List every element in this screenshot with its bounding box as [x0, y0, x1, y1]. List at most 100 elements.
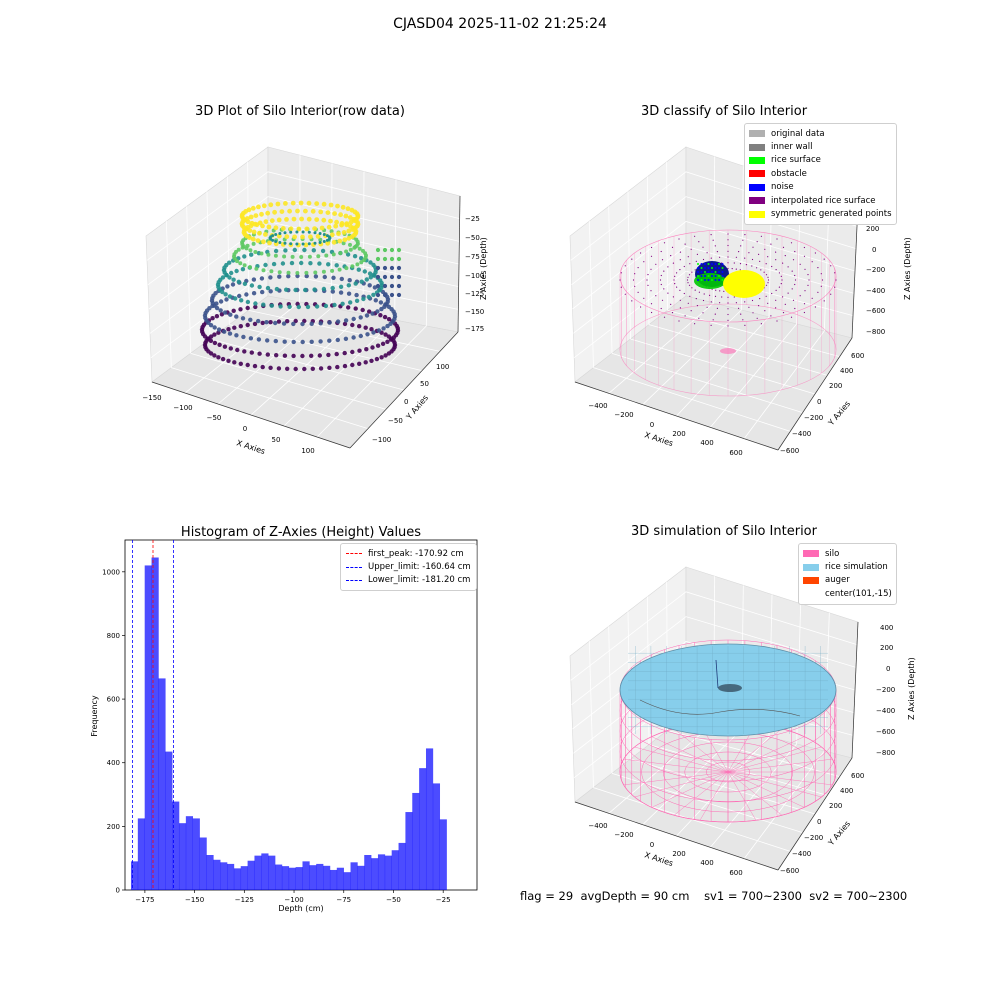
raw-point [300, 321, 305, 327]
interpolated-point [667, 292, 669, 294]
interpolated-point [782, 312, 785, 314]
raw-point [292, 247, 297, 253]
interpolated-point [767, 282, 769, 284]
interpolated-point [694, 235, 696, 237]
raw-point [318, 339, 323, 344]
raw-point [382, 247, 388, 253]
histogram-bar [247, 860, 255, 890]
interpolated-point [624, 265, 626, 267]
noise-point [718, 267, 720, 269]
raw-point [337, 267, 342, 272]
raw-point [250, 205, 256, 211]
interpolated-point [671, 246, 674, 248]
classify-xtick: −400 [588, 402, 607, 410]
raw-point [288, 226, 294, 232]
interpolated-point [727, 233, 729, 235]
histogram-bar [261, 853, 269, 890]
raw-point [304, 226, 310, 232]
noise-point [707, 271, 710, 273]
raw-point [327, 320, 332, 325]
classify-xtick: 400 [700, 439, 713, 447]
noise-point [711, 275, 713, 277]
raw-xtick: −100 [173, 404, 192, 412]
interpolated-point [694, 323, 696, 325]
raw-point [341, 230, 347, 235]
legend-label: rice surface [771, 155, 821, 166]
raw-point [331, 252, 336, 257]
raw-point [303, 242, 309, 248]
raw-point [350, 362, 355, 368]
raw-point [322, 240, 326, 243]
raw-point [283, 248, 288, 253]
legend-swatch [749, 183, 765, 191]
interpolated-point [767, 276, 769, 278]
noise-point [704, 275, 706, 277]
interpolated-point [803, 246, 806, 249]
raw-point [291, 339, 296, 345]
interpolated-point [794, 279, 797, 281]
grid-line [571, 616, 857, 705]
interpolated-point [663, 288, 665, 290]
raw-point [375, 247, 381, 253]
interpolated-point [647, 274, 649, 276]
raw-point [332, 302, 337, 308]
interpolated-point [659, 279, 662, 281]
interpolated-point [660, 283, 662, 286]
raw-point [227, 275, 232, 280]
legend-item: Lower_limit: -181.20 cm [346, 574, 471, 587]
rice-surface-cluster [694, 273, 726, 289]
raw-point [321, 269, 326, 274]
interpolated-point [651, 311, 653, 314]
histogram-xtick-label: −125 [235, 896, 254, 904]
raw-point [308, 234, 313, 240]
raw-point [385, 339, 390, 344]
raw-point [298, 200, 304, 206]
raw-point [295, 208, 300, 214]
raw-point [396, 274, 402, 280]
interpolated-point [714, 245, 716, 247]
interpolated-point [740, 245, 742, 247]
interpolated-point [770, 243, 772, 245]
interpolated-point [670, 303, 672, 305]
raw-point [261, 203, 267, 209]
raw-point [282, 339, 287, 344]
interpolated-point [711, 288, 713, 290]
raw-point [326, 262, 331, 267]
raw-point [334, 351, 339, 357]
raw-point [295, 273, 300, 279]
histogram-xtick-label: −175 [135, 896, 154, 904]
raw-point [295, 242, 299, 246]
noise-point [704, 267, 706, 269]
raw-point [252, 321, 258, 327]
simulation-ztick: 0 [886, 665, 890, 673]
raw-ztick: −100 [465, 272, 484, 280]
histogram-bar [192, 818, 200, 890]
simulation-xtick: 400 [700, 859, 713, 867]
raw-point [325, 240, 331, 246]
raw-point [368, 260, 373, 265]
interpolated-point [775, 251, 777, 253]
histogram-bar [288, 867, 296, 890]
raw-point [248, 265, 252, 270]
interpolated-point [775, 259, 777, 261]
raw-point [261, 239, 266, 245]
x-axis-line [151, 381, 351, 449]
noise-point [718, 279, 720, 281]
interpolated-point [674, 275, 676, 277]
raw-point [321, 217, 327, 223]
raw-point [260, 223, 265, 229]
noise-point [704, 271, 706, 273]
silo-floor-spoke [727, 746, 822, 773]
raw-point [248, 336, 254, 341]
interpolated-point [727, 239, 729, 241]
legend-line [346, 553, 362, 555]
raw-ztick: −50 [465, 234, 480, 242]
raw-point [359, 260, 364, 265]
silo-bottom-center [720, 348, 736, 354]
raw-point [222, 310, 228, 315]
raw-point [245, 299, 251, 305]
raw-point [242, 349, 247, 354]
interpolated-point [719, 256, 721, 258]
raw-point [244, 292, 249, 297]
